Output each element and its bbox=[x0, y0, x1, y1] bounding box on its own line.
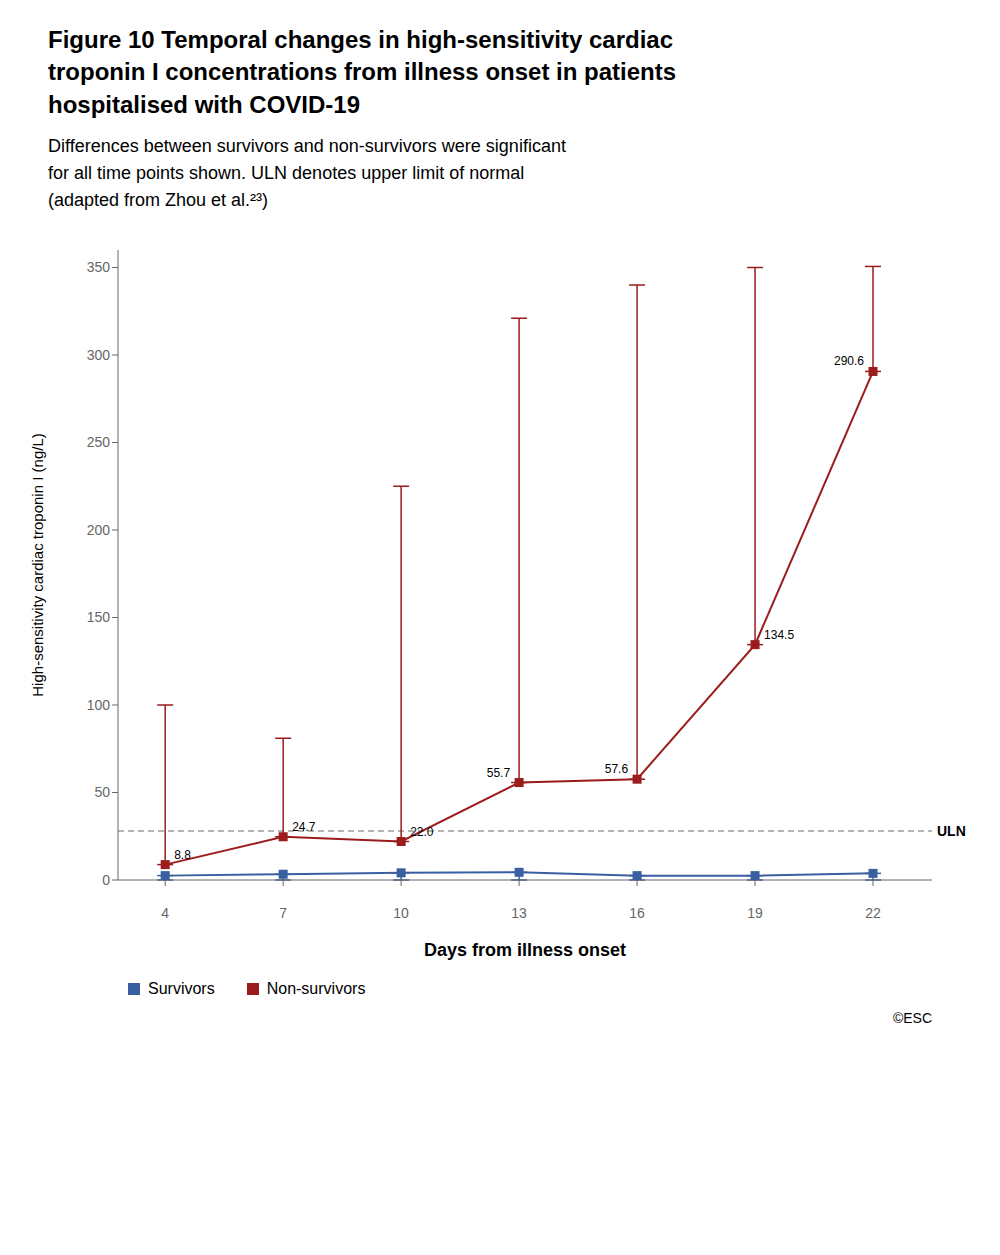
svg-text:10: 10 bbox=[393, 905, 409, 921]
svg-text:4.1: 4.1 bbox=[393, 879, 410, 880]
svg-text:300: 300 bbox=[87, 347, 111, 363]
html-text:Non-survivors: Non-survivors bbox=[266, 980, 366, 998]
svg-text:19: 19 bbox=[747, 905, 763, 921]
svg-text:ULN: ULN bbox=[937, 823, 966, 839]
svg-text:55.7: 55.7 bbox=[487, 766, 511, 780]
svg-text:150: 150 bbox=[87, 610, 111, 626]
svg-text:134.5: 134.5 bbox=[764, 628, 794, 642]
svg-text:24.7: 24.7 bbox=[292, 820, 316, 834]
svg-text:250: 250 bbox=[87, 435, 111, 451]
svg-text:22: 22 bbox=[865, 905, 881, 921]
svg-text:50: 50 bbox=[94, 785, 110, 801]
svg-text:4: 4 bbox=[161, 905, 169, 921]
svg-text:3.8: 3.8 bbox=[865, 880, 882, 881]
svg-text:22.0: 22.0 bbox=[410, 825, 434, 839]
html-text:Differences between survivors: Differences between survivors and non-su… bbox=[48, 136, 566, 211]
svg-text:0: 0 bbox=[102, 872, 110, 888]
svg-text:100: 100 bbox=[87, 697, 111, 713]
svg-text:57.6: 57.6 bbox=[605, 762, 629, 776]
html-text:Figure 10 Temporal changes in: Figure 10 Temporal changes in high-sensi… bbox=[48, 26, 677, 118]
svg-text:7: 7 bbox=[279, 905, 287, 921]
svg-text:16: 16 bbox=[629, 905, 645, 921]
svg-text:8.8: 8.8 bbox=[174, 848, 191, 862]
svg-text:350: 350 bbox=[87, 260, 111, 276]
svg-text:200: 200 bbox=[87, 522, 111, 538]
html-text:©ESC: ©ESC bbox=[892, 1010, 932, 1027]
html-text:Survivors: Survivors bbox=[148, 980, 215, 998]
svg-text:Days from illness onset: Days from illness onset bbox=[424, 940, 626, 960]
svg-text:4.4: 4.4 bbox=[511, 878, 528, 880]
svg-text:High-sensitivity cardiac tropo: High-sensitivity cardiac troponin I (ng/… bbox=[29, 433, 46, 696]
svg-text:13: 13 bbox=[511, 905, 527, 921]
svg-text:290.6: 290.6 bbox=[834, 355, 864, 369]
